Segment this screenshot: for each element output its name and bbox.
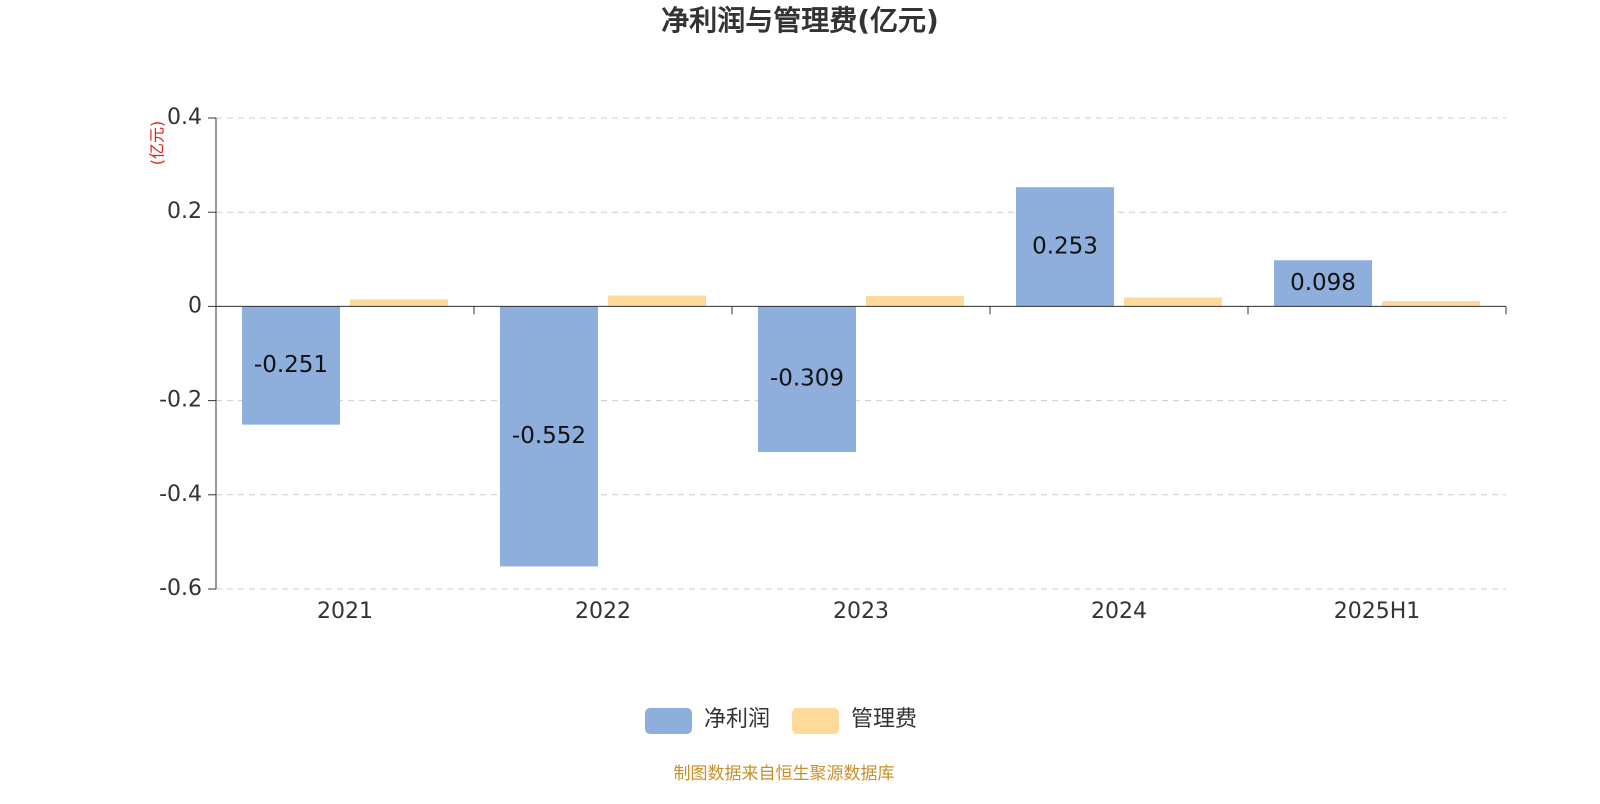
y-unit: (亿元) (148, 121, 167, 166)
data-label: -0.552 (512, 423, 586, 449)
x-tick-label: 2021 (317, 599, 373, 624)
y-tick-label: -0.4 (159, 482, 202, 507)
bar (350, 299, 448, 307)
chart-title: 净利润与管理费(亿元) (661, 4, 939, 37)
x-tick-label: 2023 (833, 599, 889, 624)
data-label: -0.309 (770, 366, 844, 392)
y-tick-label: 0 (188, 293, 202, 318)
bar (866, 296, 964, 307)
bar (500, 306, 598, 567)
legend-swatch (792, 708, 840, 734)
y-tick-label: 0.2 (167, 199, 202, 224)
x-tick-label: 2022 (575, 599, 631, 624)
y-tick-label: -0.6 (159, 576, 202, 601)
x-tick-label: 2024 (1091, 599, 1147, 624)
legend-label: 管理费 (851, 707, 917, 732)
bar (1016, 187, 1114, 307)
data-label: 0.098 (1290, 270, 1356, 296)
bar (1382, 301, 1480, 307)
legend-swatch (645, 708, 692, 734)
source: 制图数据来自恒生聚源数据库 (674, 764, 895, 784)
y-tick-label: 0.4 (167, 105, 202, 130)
bar (608, 295, 706, 307)
bar (1124, 297, 1222, 307)
bar (242, 306, 340, 425)
bar (1274, 260, 1372, 307)
data-label: 0.253 (1032, 233, 1098, 259)
data-label: -0.251 (254, 352, 328, 378)
legend-label: 净利润 (704, 707, 770, 732)
bar (758, 306, 856, 452)
x-tick-label: 2025H1 (1334, 599, 1421, 624)
y-tick-label: -0.2 (159, 388, 202, 413)
